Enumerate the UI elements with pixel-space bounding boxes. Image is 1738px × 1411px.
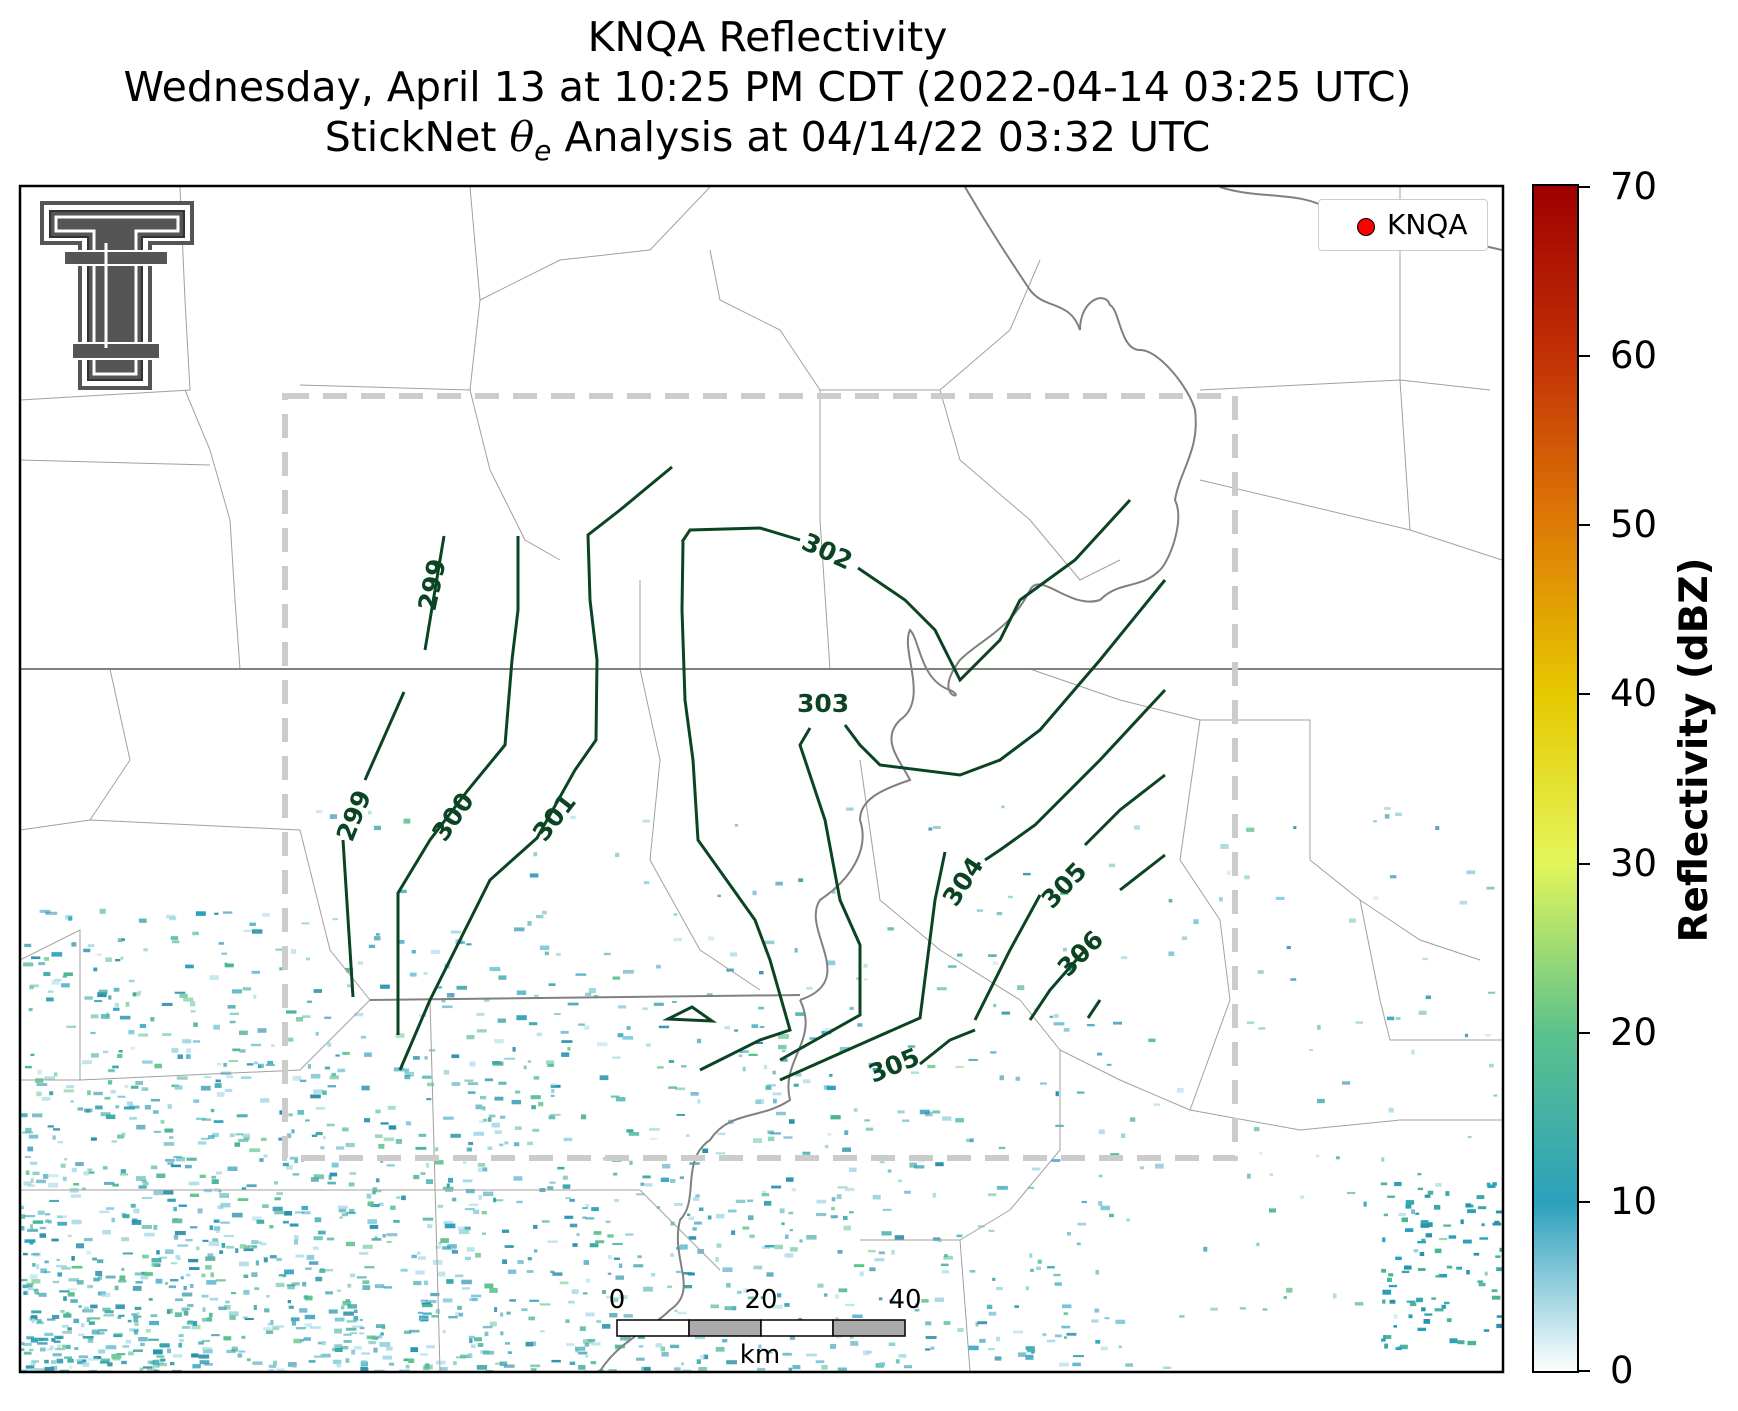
contour-302 [680, 541, 792, 1072]
contour-304-b [984, 688, 1167, 862]
colorbar-tick-label: 50 [1610, 503, 1658, 546]
title-line-1: KNQA Reflectivity [587, 13, 948, 61]
title-line-3-suffix: Analysis at 04/14/22 03:32 UTC [551, 113, 1211, 161]
contour-305-b [1083, 773, 1166, 847]
contour-label: 303 [797, 689, 849, 718]
map-frame [18, 184, 1505, 1374]
contour-label: 306 [1052, 925, 1109, 982]
legend-label: KNQA [1387, 208, 1468, 241]
contour-label: 305 [864, 1042, 923, 1088]
contour-label: 299 [331, 786, 377, 845]
colorbar [1532, 184, 1579, 1373]
title-line-2: Wednesday, April 13 at 10:25 PM CDT (202… [123, 63, 1412, 111]
reflectivity-echoes [20, 805, 1502, 1371]
colorbar-ticks [1578, 186, 1590, 1372]
contour-label: 302 [797, 527, 857, 575]
contour-303-b [843, 579, 1167, 777]
figure-title: KNQA Reflectivity Wednesday, April 13 at… [20, 12, 1515, 176]
title-line-3: StickNet θe Analysis at 04/14/22 03:32 U… [20, 112, 1515, 176]
colorbar-tick-label: 30 [1610, 842, 1658, 885]
colorbar-tick-labels: 70 60 50 40 30 20 10 0 [1610, 0, 1690, 1411]
state-borders [20, 187, 1502, 1371]
contour-299-south [341, 691, 406, 998]
county-borders [20, 187, 1502, 1371]
scale-bar-label: 0 [608, 1285, 626, 1315]
contour-labels: 299 299 300 301 302 303 304 305 305 306 [331, 527, 1109, 1088]
contour-306-seg [1086, 999, 1102, 1019]
contour-closed-small [662, 1005, 718, 1023]
legend: KNQA [1318, 199, 1488, 251]
theta-e-contours [341, 465, 1167, 1082]
radar-site-marker-icon [1357, 218, 1375, 236]
contour-300 [396, 536, 520, 1035]
colorbar-tick-label: 40 [1610, 672, 1658, 715]
contour-label: 300 [426, 787, 480, 846]
contour-299-north [423, 535, 446, 651]
theta-symbol: θ [509, 113, 535, 161]
colorbar-tick-label: 20 [1610, 1011, 1658, 1054]
scale-bar-unit: km [739, 1340, 781, 1370]
colorbar-tick-label: 0 [1610, 1349, 1634, 1392]
contour-label: 299 [413, 556, 452, 613]
contour-304 [779, 851, 947, 1082]
colorbar-tick-label: 10 [1610, 1180, 1658, 1223]
colorbar-tick-label: 70 [1610, 165, 1658, 208]
contour-301 [398, 465, 673, 1071]
theta-subscript: e [534, 134, 552, 168]
scale-bar-label: 20 [744, 1285, 778, 1315]
title-line-3-prefix: StickNet [324, 113, 510, 161]
analysis-domain-box [282, 393, 1238, 1161]
contour-303 [779, 727, 862, 1062]
contour-306 [1028, 853, 1166, 1021]
colorbar-tick-label: 60 [1610, 334, 1658, 377]
scale-bar [616, 1319, 906, 1337]
colorbar-label: Reflectivity (dBZ) [1672, 557, 1717, 943]
contour-302-b [680, 498, 1132, 683]
contour-label: 305 [1035, 856, 1092, 914]
scale-bar-label: 40 [888, 1285, 922, 1315]
texas-tech-logo-icon [40, 201, 194, 390]
contour-305-south [919, 894, 1042, 1066]
